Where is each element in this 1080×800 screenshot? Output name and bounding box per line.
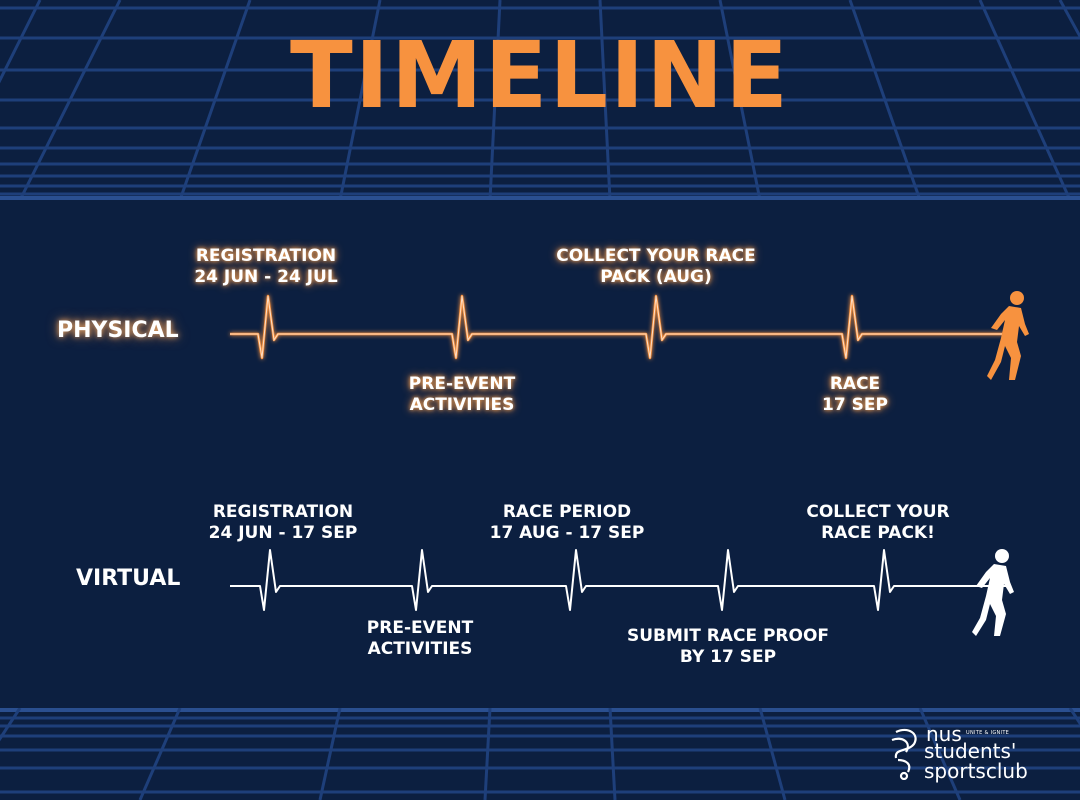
logo-tagline: UNITE & IGNITE — [966, 730, 1010, 736]
physical-milestone-race: RACE 17 SEP — [822, 374, 888, 415]
virtual-track-label: VIRTUAL — [76, 566, 181, 591]
physical-track-label: PHYSICAL — [57, 318, 179, 343]
sportsclub-emblem-icon — [891, 728, 917, 780]
physical-milestone-pre-event: PRE-EVENT ACTIVITIES — [408, 374, 516, 415]
top-grid-decoration — [0, 0, 1080, 200]
nus-students-sportsclub-logo: nus UNITE & IGNITE students' sportsclub — [888, 724, 1048, 786]
physical-runner-icon — [987, 291, 1029, 380]
logo-students-text: students' — [924, 739, 1017, 763]
physical-milestone-registration: REGISTRATION 24 JUN - 24 JUL — [194, 246, 338, 287]
virtual-milestone-race-period: RACE PERIOD 17 AUG - 17 SEP — [489, 502, 645, 543]
logo-nus-text: nus — [926, 722, 962, 746]
virtual-milestone-pre-event: PRE-EVENT ACTIVITIES — [366, 618, 474, 659]
virtual-runner-icon — [972, 549, 1014, 636]
virtual-milestone-registration: REGISTRATION 24 JUN - 17 SEP — [208, 502, 358, 543]
page-title: TIMELINE — [289, 22, 791, 129]
virtual-milestone-submit-proof: SUBMIT RACE PROOF BY 17 SEP — [626, 626, 830, 667]
virtual-milestone-collect-race-pack: COLLECT YOUR RACE PACK! — [806, 502, 950, 543]
logo-sportsclub-text: sportsclub — [924, 759, 1028, 783]
physical-milestone-collect-race-pack: COLLECT YOUR RACE PACK (AUG) — [556, 246, 756, 287]
